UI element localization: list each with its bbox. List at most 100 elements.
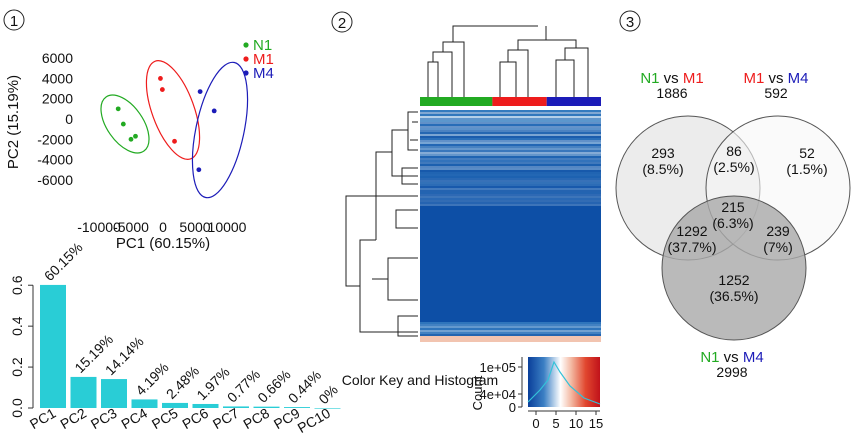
heatmap-row xyxy=(420,148,601,150)
pca-point-n1 xyxy=(128,136,134,142)
bar-category-label: PC5 xyxy=(149,405,181,433)
heatmap-row xyxy=(420,136,601,138)
variance-bar-chart: 0.00.20.40.6 60.15%PC115.19%PC214.14%PC3… xyxy=(9,239,341,435)
pca-x-tick-label: 0 xyxy=(159,219,167,235)
legend-marker-m4 xyxy=(243,70,249,76)
key-y-tick-label: 4e+04 xyxy=(479,387,516,402)
bar-y-axis: 0.0 0.2 0.4 0.6 xyxy=(9,275,34,418)
heatmap-row xyxy=(420,172,601,174)
column-group-3 xyxy=(546,97,601,106)
bar-y-tick-label: 0.2 xyxy=(9,357,25,377)
venn-region-count: 293 xyxy=(651,145,675,161)
column-group-2 xyxy=(492,97,547,106)
venn-region-count: 86 xyxy=(726,143,742,159)
pca-y-tick-label: -6000 xyxy=(37,172,73,188)
heatmap-row xyxy=(420,184,601,186)
bar-pc6 xyxy=(192,403,219,408)
heatmap-row xyxy=(420,204,601,206)
venn-region-pct: (6.3%) xyxy=(712,215,753,231)
heatmap-row xyxy=(420,332,601,334)
heatmap-row xyxy=(420,328,601,330)
venn-region-count: 215 xyxy=(721,199,745,215)
heatmap-row xyxy=(420,138,601,140)
panel-3-number: 3 xyxy=(626,14,634,31)
bar-pc1 xyxy=(40,284,66,408)
heatmap-row xyxy=(420,130,601,132)
heatmap-row xyxy=(420,182,601,184)
bar-y-tick-label: 0.0 xyxy=(9,398,25,418)
key-y-tick-label: 0 xyxy=(509,400,516,415)
color-key-gradient xyxy=(528,357,600,407)
venn-region-labels: 293(8.5%)86(2.5%)52(1.5%)215(6.3%)1292(3… xyxy=(642,143,827,304)
heatmap-row xyxy=(420,110,601,112)
venn-set-title-c: N1 vs M4 xyxy=(700,349,763,366)
heatmap-row xyxy=(420,166,601,168)
bar-category-label: PC3 xyxy=(88,405,120,433)
bar-category-label: PC2 xyxy=(57,405,89,433)
heatmap-row xyxy=(420,162,601,164)
bar-category-label: PC10 xyxy=(295,405,334,435)
heatmap-rows xyxy=(420,110,601,336)
pca-point-m1 xyxy=(172,138,177,144)
column-group-1 xyxy=(420,97,493,106)
venn-region-count: 239 xyxy=(766,223,790,239)
heatmap-row xyxy=(420,174,601,176)
m4-ellipse xyxy=(191,61,249,199)
heatmap-row xyxy=(420,186,601,188)
color-key-title: Color Key and Histogram xyxy=(342,372,498,388)
color-key: Color Key and Histogram Count 1e+05 4e+04… xyxy=(342,357,603,431)
pca-point-m1 xyxy=(158,76,163,81)
bar-pc7 xyxy=(223,406,249,408)
heatmap-row xyxy=(420,322,601,324)
pca-x-axis-label: PC1 (60.15%) xyxy=(116,235,210,252)
key-x-tick-label: 15 xyxy=(589,416,603,431)
pca-y-tick-label: 6000 xyxy=(42,50,73,66)
pca-x-tick-label: -10000 xyxy=(77,219,121,235)
pca-y-tick-label: 2000 xyxy=(42,91,73,107)
heatmap-row xyxy=(420,188,601,190)
pca-point-n1 xyxy=(115,106,121,112)
heatmap-row xyxy=(420,156,601,158)
heatmap-panel: Color Key and Histogram Count 1e+05 4e+04… xyxy=(342,25,603,431)
heatmap-row xyxy=(420,112,601,114)
m1-ellipse xyxy=(145,60,201,160)
pca-y-tick-label: 0 xyxy=(65,111,73,127)
venn-circle-c xyxy=(661,195,807,341)
venn-set-total-c: 2998 xyxy=(716,364,747,380)
bar-category-label: PC1 xyxy=(27,405,59,433)
pca-point-m4 xyxy=(197,89,203,95)
venn-set-total-b: 592 xyxy=(764,85,788,101)
heatmap-row xyxy=(420,170,601,172)
color-key-count-label: Count xyxy=(470,375,485,410)
heatmap-row xyxy=(420,168,601,170)
pca-point-n1 xyxy=(120,121,126,127)
heatmap-row xyxy=(420,122,601,124)
heatmap-row xyxy=(420,202,601,204)
pca-y-axis: 6000 4000 2000 0 -2000 -4000 -6000 xyxy=(37,50,73,188)
bar-pc9 xyxy=(284,407,310,408)
pca-point-m1 xyxy=(159,87,165,92)
heatmap-row xyxy=(420,114,601,116)
heatmap-row xyxy=(420,144,601,146)
bar-data-label: 0.44% xyxy=(285,367,324,406)
legend-label-n1: N1 xyxy=(253,37,272,54)
heatmap-row xyxy=(420,196,601,198)
heatmap-body xyxy=(420,110,601,342)
bar-category-label: PC4 xyxy=(118,405,150,433)
pca-point-m4 xyxy=(196,167,202,173)
heatmap-row xyxy=(420,178,601,180)
heatmap-row xyxy=(420,124,601,126)
venn-region-pct: (8.5%) xyxy=(642,161,683,177)
bar-pc5 xyxy=(162,402,188,408)
pca-x-tick-label: 10000 xyxy=(208,219,247,235)
column-dendrogram xyxy=(427,25,589,97)
panel-2-number: 2 xyxy=(338,15,346,32)
bar-data-label: 0% xyxy=(315,381,341,407)
bar-pc10 xyxy=(314,408,341,409)
heatmap-row xyxy=(420,120,601,122)
